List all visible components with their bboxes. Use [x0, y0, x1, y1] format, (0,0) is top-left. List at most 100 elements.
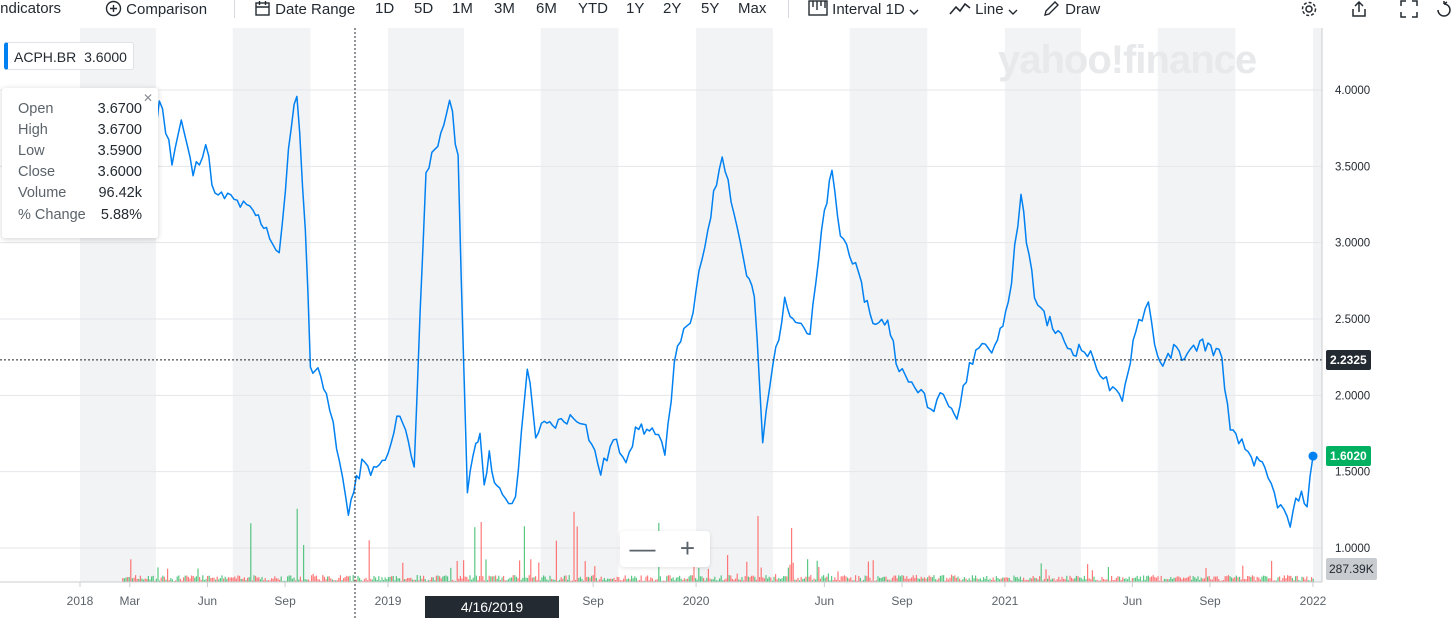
volume-bar: [216, 576, 218, 582]
reset-button[interactable]: [1436, 0, 1456, 20]
volume-bar: [349, 575, 351, 582]
volume-bar: [614, 580, 617, 582]
volume-bar: [894, 575, 897, 582]
range-3m[interactable]: 3M: [494, 0, 515, 17]
range-6m[interactable]: 6M: [536, 0, 557, 17]
volume-bar: [490, 576, 492, 582]
volume-bar: [768, 576, 770, 582]
volume-bar: [659, 576, 661, 582]
volume-bar: [1166, 579, 1169, 582]
volume-bar: [277, 578, 279, 582]
volume-bar: [325, 579, 327, 582]
interval-dropdown[interactable]: Interval 1D: [808, 0, 919, 20]
volume-bar: [507, 579, 509, 582]
volume-bar: [405, 579, 407, 582]
volume-bar: [714, 576, 716, 582]
volume-bar: [1270, 560, 1273, 582]
volume-bar: [866, 576, 868, 582]
volume-bar: [504, 580, 506, 582]
close-icon[interactable]: ✕: [142, 91, 153, 105]
volume-bar: [502, 575, 505, 582]
volume-bar: [696, 579, 698, 582]
volume-bar: [563, 575, 565, 582]
range-5d[interactable]: 5D: [414, 0, 434, 17]
volume-bar: [430, 577, 433, 582]
range-2y[interactable]: 2Y: [663, 0, 682, 17]
draw-button[interactable]: Draw: [1043, 0, 1100, 20]
volume-bar: [763, 578, 765, 582]
volume-bar: [798, 580, 801, 582]
volume-bar: [1034, 577, 1036, 582]
comparison-button[interactable]: Comparison: [105, 0, 207, 20]
date-range-button[interactable]: Date Range: [254, 0, 355, 20]
symbol-name: ACPH.BR: [14, 49, 77, 65]
volume-bar: [709, 578, 711, 582]
volume-bar: [867, 561, 869, 582]
volume-bar: [1042, 580, 1044, 582]
line-chart-icon: [949, 2, 971, 15]
volume-bar: [475, 575, 477, 582]
volume-bar: [595, 577, 597, 582]
volume-bar: [1146, 576, 1148, 582]
indicators-button[interactable]: Indicators: [0, 0, 61, 20]
settings-button[interactable]: [1300, 0, 1320, 20]
volume-bar: [630, 575, 633, 582]
volume-bar: [635, 577, 637, 582]
volume-bar: [317, 579, 319, 582]
volume-bar: [242, 578, 244, 582]
volume-bar: [1187, 576, 1189, 582]
refresh-icon: [1437, 1, 1451, 17]
fullscreen-button[interactable]: [1400, 0, 1420, 20]
zoom-in-button[interactable]: +: [679, 533, 696, 563]
volume-bar: [1189, 575, 1191, 582]
range-max[interactable]: Max: [738, 0, 767, 17]
volume-bar: [326, 576, 329, 582]
volume-bar: [690, 575, 692, 582]
volume-bar: [765, 575, 767, 582]
share-button[interactable]: [1351, 0, 1371, 20]
volume-bar: [506, 580, 508, 582]
volume-bar: [710, 579, 713, 582]
volume-bar: [419, 575, 421, 582]
volume-bar: [1122, 577, 1124, 582]
volume-bar: [408, 578, 410, 582]
volume-bar: [1075, 575, 1077, 582]
volume-bar: [730, 575, 732, 582]
volume-bar: [846, 577, 849, 582]
volume-bar: [1243, 579, 1245, 582]
volume-bar: [979, 578, 981, 582]
volume-bar: [1229, 576, 1231, 582]
volume-bar: [832, 580, 834, 582]
volume-bar: [155, 578, 157, 582]
volume-bar: [723, 579, 725, 582]
symbol-legend[interactable]: ACPH.BR 3.6000: [4, 42, 134, 70]
volume-bar: [858, 575, 860, 582]
volume-bar: [1294, 576, 1297, 582]
time-band: [1004, 28, 1081, 582]
volume-bar: [958, 578, 961, 582]
x-tick-label: 2020: [683, 594, 710, 608]
volume-bar: [837, 571, 839, 582]
range-1m[interactable]: 1M: [452, 0, 473, 17]
volume-bar: [1136, 575, 1138, 582]
volume-bar: [395, 576, 397, 582]
volume-bar: [542, 575, 545, 582]
range-1y[interactable]: 1Y: [626, 0, 645, 17]
range-5y[interactable]: 5Y: [701, 0, 720, 17]
chart-type-dropdown[interactable]: Line: [949, 0, 1018, 20]
volume-bar: [1086, 564, 1089, 582]
volume-bar: [872, 560, 874, 582]
range-ytd[interactable]: YTD: [578, 0, 608, 17]
zoom-out-button[interactable]: —: [629, 533, 656, 563]
volume-bar: [1218, 579, 1220, 582]
volume-bar: [168, 580, 170, 582]
volume-bar: [299, 576, 301, 582]
volume-bar: [283, 580, 285, 582]
volume-bar: [397, 578, 399, 582]
volume-bar: [1160, 575, 1162, 582]
volume-bar: [229, 577, 231, 582]
range-1d[interactable]: 1D: [375, 0, 395, 17]
volume-bar: [582, 580, 585, 582]
volume-bar: [950, 574, 953, 582]
